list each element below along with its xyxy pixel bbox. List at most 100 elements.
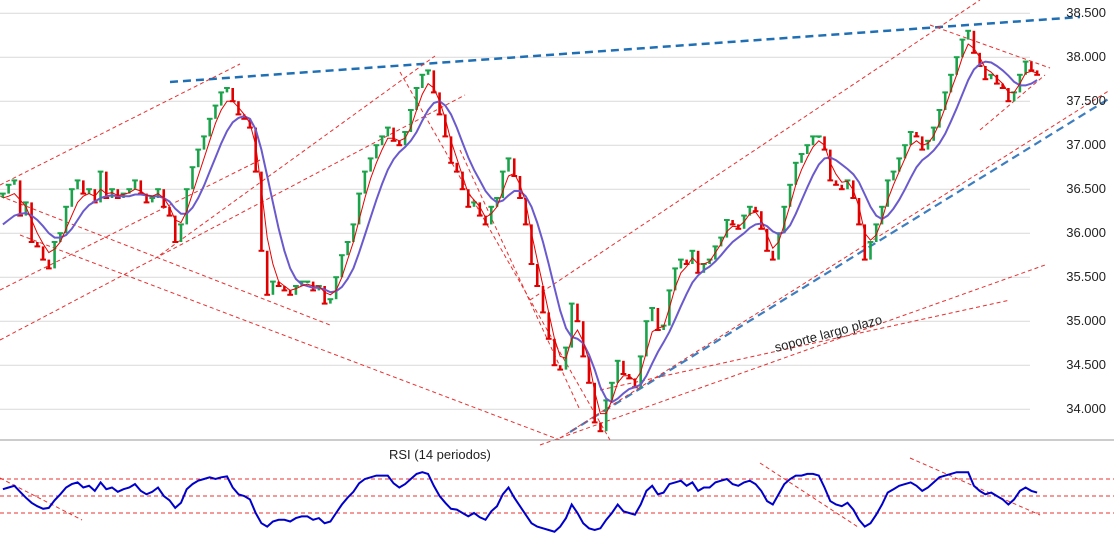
channel-line — [539, 264, 1046, 446]
candle — [869, 242, 872, 260]
rsi-level-lines — [0, 478, 1114, 514]
candle — [553, 338, 556, 366]
candle — [380, 136, 384, 146]
candle — [219, 92, 223, 106]
candle — [909, 132, 913, 146]
candle — [616, 360, 619, 383]
candle — [558, 365, 562, 370]
candle — [949, 74, 953, 93]
candle — [800, 154, 803, 163]
candle — [828, 149, 832, 181]
candle — [834, 180, 838, 185]
candle — [449, 136, 453, 163]
candle — [719, 237, 723, 247]
y-tick-label: 35.000 — [1066, 313, 1106, 328]
candle — [679, 259, 683, 269]
candle — [150, 198, 154, 203]
candle — [225, 88, 229, 93]
candle — [650, 308, 654, 322]
candle — [478, 202, 482, 216]
candle — [231, 88, 234, 102]
candle — [604, 400, 608, 432]
candle — [466, 189, 470, 207]
channel-line — [559, 89, 1111, 439]
candle — [127, 189, 131, 194]
candle — [105, 171, 108, 198]
candle — [725, 220, 729, 238]
candle — [765, 228, 769, 251]
candle — [1024, 61, 1027, 75]
candle — [64, 206, 68, 234]
candle — [110, 189, 114, 198]
candle — [254, 127, 257, 172]
candle — [501, 171, 505, 198]
y-tick-label: 34.000 — [1066, 401, 1106, 416]
candle — [874, 224, 878, 242]
candle — [535, 264, 539, 286]
candle — [352, 224, 355, 242]
candle — [271, 281, 275, 295]
candle — [438, 92, 441, 115]
candle — [185, 189, 189, 225]
candle — [173, 215, 177, 242]
candle — [570, 303, 574, 348]
candle — [277, 281, 280, 286]
rsi-trendlines — [0, 457, 1041, 528]
y-tick-label: 38.500 — [1066, 5, 1106, 20]
candle — [70, 189, 74, 207]
candle — [581, 321, 585, 357]
candle — [593, 382, 596, 423]
candle — [472, 202, 476, 207]
candle — [731, 220, 734, 225]
candle — [386, 127, 390, 137]
candle — [794, 162, 798, 185]
candle — [409, 110, 413, 132]
candle — [375, 145, 378, 159]
candle — [995, 74, 999, 84]
candle — [662, 325, 665, 330]
channel-line — [0, 159, 261, 291]
candle — [415, 88, 418, 110]
candle — [886, 180, 890, 207]
rsi-trendline — [759, 462, 859, 528]
candle — [788, 184, 792, 207]
candle — [489, 206, 493, 225]
candle — [989, 74, 993, 80]
candle — [811, 136, 815, 146]
candle — [587, 356, 591, 383]
candle — [265, 250, 269, 295]
candle — [288, 290, 292, 295]
candle — [926, 140, 930, 150]
candle — [461, 171, 464, 190]
candle — [99, 171, 102, 203]
candle — [87, 189, 91, 194]
candle — [943, 92, 947, 110]
y-tick-label: 37.500 — [1066, 93, 1106, 108]
candle — [41, 246, 45, 260]
y-tick-label: 36.500 — [1066, 181, 1106, 196]
candle — [398, 140, 401, 146]
candle — [340, 255, 344, 278]
support-annotation: soporte largo plazo — [773, 312, 884, 355]
y-tick-label: 36.000 — [1066, 225, 1106, 240]
candle — [610, 382, 614, 401]
candle — [76, 180, 79, 190]
candle — [1030, 61, 1033, 71]
candle — [518, 176, 522, 198]
rsi-line — [2, 471, 1038, 533]
candle — [1, 193, 5, 198]
candle — [116, 189, 120, 198]
channel-line — [979, 74, 1046, 131]
candle — [857, 198, 861, 225]
candle — [421, 74, 424, 88]
y-tick-label: 37.000 — [1066, 137, 1106, 152]
candle — [363, 171, 367, 194]
candle — [530, 224, 533, 264]
candle — [840, 184, 844, 190]
candle — [903, 145, 907, 159]
candle — [622, 360, 625, 374]
candle — [30, 202, 33, 242]
candle — [294, 286, 298, 295]
candle — [13, 180, 16, 185]
